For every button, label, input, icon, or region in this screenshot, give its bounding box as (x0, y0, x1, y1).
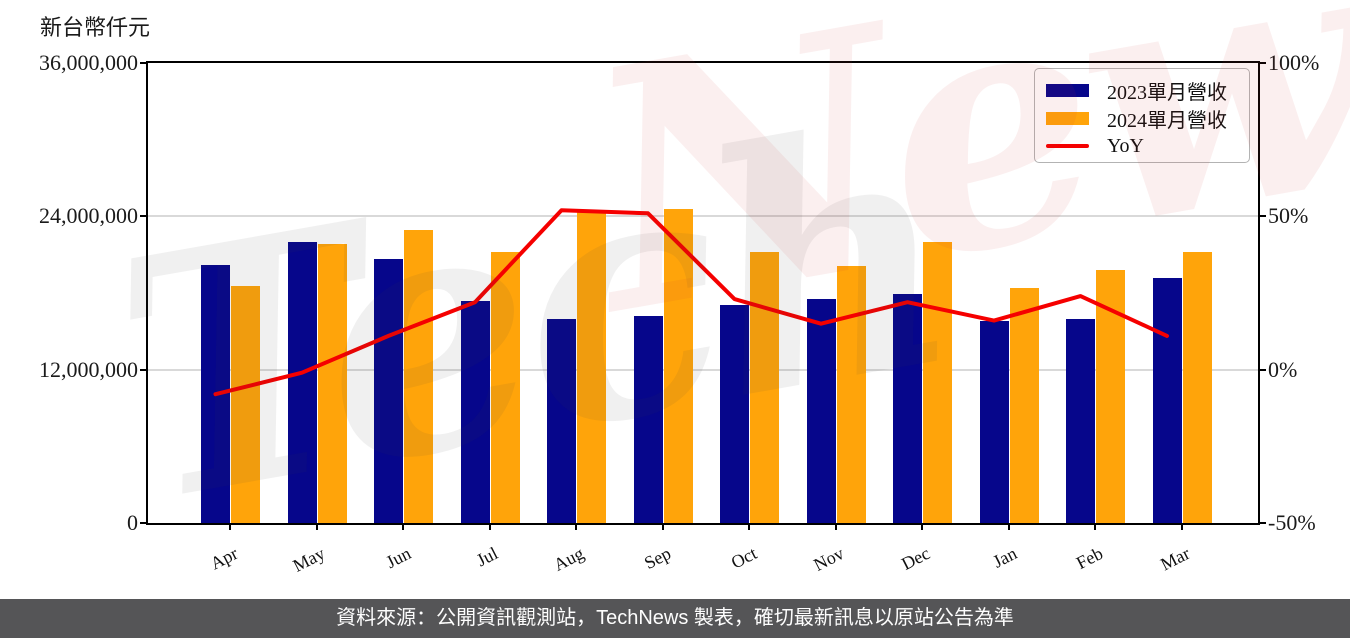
y-tickmark-left (140, 215, 146, 218)
x-tick-label-aug: Aug (550, 543, 588, 575)
y-tickmark-right (1260, 62, 1266, 64)
x-tick-label-nov: Nov (809, 543, 847, 575)
bar-2023-nov (806, 299, 836, 523)
legend-swatch-2023 (1046, 83, 1089, 97)
y-tick-label-right: -50% (1268, 510, 1316, 535)
bar-2024-aug (577, 209, 606, 523)
x-tick-label-oct: Oct (727, 543, 761, 573)
x-tickmark (1094, 523, 1096, 530)
legend-swatch-2024 (1046, 111, 1089, 125)
legend-item-yoy: YoY (1046, 132, 1249, 160)
y-tick-label-left: 36,000,000 (39, 50, 138, 75)
bar-2024-may (317, 244, 347, 523)
bar-2024-apr (231, 285, 260, 523)
x-tickmark (315, 523, 318, 530)
x-tick-label-feb: Feb (1072, 543, 1107, 574)
x-tickmark (834, 523, 837, 530)
bar-2024-nov (836, 266, 866, 523)
x-tickmark (661, 523, 664, 530)
bar-2023-aug (547, 318, 576, 523)
x-tickmark (748, 523, 750, 530)
y-tick-label-left: 0 (127, 510, 138, 535)
yoy-line-layer (213, 208, 1169, 397)
bar-2024-jun (404, 229, 433, 523)
bar-2023-jul (460, 300, 490, 523)
bar-2024-sep (663, 208, 693, 523)
x-tick-label-sep: Sep (640, 543, 674, 574)
y-axis-title: 新台幣仟元 (40, 15, 151, 40)
y-tickmark-left (140, 368, 146, 371)
bar-2024-jul (490, 252, 520, 523)
bar-2023-jan (979, 321, 1009, 523)
legend-item-2024: 2024單月營收 (1046, 104, 1249, 132)
x-tick-label-jan: Jan (989, 543, 1020, 572)
y-tickmark-right (1260, 368, 1266, 371)
footer-source-text: 資料來源：公開資訊觀測站，TechNews 製表，確切最新訊息以原站公告為準 (336, 607, 1014, 629)
x-tick-label-may: May (289, 543, 328, 576)
gridline (148, 368, 1258, 371)
x-tickmark (402, 523, 404, 530)
bar-2024-jan (1009, 287, 1039, 523)
y-tick-label-right: 50% (1268, 203, 1309, 229)
bar-2024-dec (923, 241, 952, 523)
x-tick-label-mar: Mar (1156, 543, 1193, 575)
y-tick-label-left: 24,000,000 (39, 203, 138, 229)
legend-label-yoy: YoY (1107, 134, 1144, 157)
x-tick-label-jul: Jul (472, 543, 501, 571)
y-tickmark-right (1260, 215, 1266, 218)
x-tickmark (488, 523, 491, 530)
bar-2023-dec (893, 294, 922, 523)
legend: 2023單月營收 2024單月營收 YoY (1034, 68, 1250, 163)
y-tick-label-right: 100% (1268, 50, 1320, 75)
y-tickmark-left (140, 522, 146, 524)
x-tickmark (1007, 523, 1010, 530)
bar-2023-mar (1152, 277, 1182, 523)
legend-swatch-yoy-line (1046, 144, 1089, 148)
x-tickmark (1180, 523, 1183, 530)
bar-2024-mar (1182, 252, 1212, 523)
legend-label-2023: 2023單月營收 (1107, 81, 1227, 104)
bar-2023-jun (374, 258, 403, 523)
bar-2023-feb (1066, 318, 1095, 523)
legend-label-2024: 2024單月營收 (1107, 109, 1227, 132)
gridline (148, 215, 1258, 218)
y-tick-label-left: 12,000,000 (39, 356, 138, 382)
bar-2024-oct (750, 252, 779, 523)
yoy-line (213, 208, 1169, 397)
y-tick-label-right: 0% (1268, 356, 1298, 382)
y-tickmark-left (140, 62, 146, 64)
x-tickmark (229, 523, 231, 530)
x-tick-label-apr: Apr (207, 543, 242, 574)
legend-item-2023: 2023單月營收 (1046, 76, 1249, 104)
bar-2023-may (287, 241, 317, 523)
x-tickmark (921, 523, 923, 530)
bar-2023-sep (633, 316, 663, 523)
footer-bar: 資料來源：公開資訊觀測站，TechNews 製表，確切最新訊息以原站公告為準 (0, 599, 1350, 638)
bar-2023-oct (720, 304, 749, 523)
x-tick-label-jun: Jun (382, 543, 415, 573)
x-tickmark (575, 523, 577, 530)
y-tickmark-right (1260, 522, 1266, 524)
x-tick-label-dec: Dec (898, 543, 934, 574)
